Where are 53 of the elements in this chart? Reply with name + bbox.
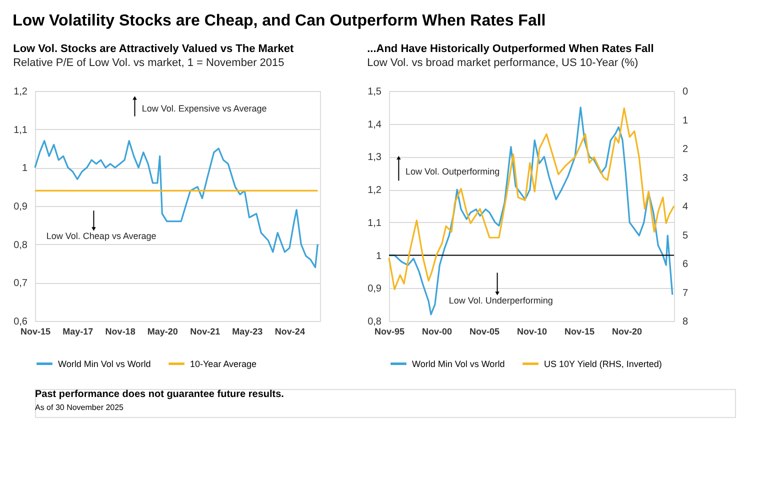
x-tick-label: May-20 [147,326,178,336]
annotation: Low Vol. Outperforming [406,166,500,176]
y-tick-label: 1,5 [368,86,382,98]
y-tick-label: 0,6 [14,316,28,328]
y-tick-label: 0,8 [14,240,28,251]
y-tick-label: 0,9 [14,202,28,212]
y2-tick-label: 4 [682,202,688,212]
x-tick-label: Nov-24 [274,326,305,336]
annotation: Low Vol. Cheap vs Average [46,230,156,241]
y2-tick-label: 8 [682,316,688,328]
legend-label: US 10Y Yield (RHS, Inverted) [544,358,662,369]
y-tick-label: 1,3 [368,152,382,164]
x-tick-label: Nov-15 [20,326,51,336]
text: Low Volatility Stocks are Cheap, and Can Outperform When Rates Fall [12,12,546,30]
y-tick-label: 0,8 [368,316,382,328]
y2-tick-label: 5 [682,230,688,242]
x-tick-label: Nov-20 [612,326,642,336]
y2-tick-label: 2 [682,144,688,155]
y-tick-label: 1 [22,163,28,174]
y-tick-label: 0,9 [368,284,382,295]
y-tick-label: 1,2 [368,185,382,196]
y2-tick-label: 3 [682,172,688,184]
x-tick-label: Nov-05 [470,326,500,336]
y2-tick-label: 6 [682,259,688,270]
y2-tick-label: 1 [682,115,688,126]
annotation: Low Vol. Underperforming [448,295,553,306]
legend-label: World Min Vol vs World [412,358,505,369]
legend-label: 10-Year Average [190,358,257,369]
y-tick-label: 1,1 [14,124,28,136]
legend-label: World Min Vol vs World [58,358,151,369]
y2-tick-label: 0 [682,86,688,98]
text: Past performance does not guarantee future results. [35,389,284,400]
x-tick-label: May-23 [232,326,263,336]
annotation: Low Vol. Expensive vs Average [142,103,267,114]
y-tick-label: 0,7 [14,278,28,290]
x-tick-label: Nov-10 [516,326,548,336]
y2-tick-label: 7 [682,288,688,299]
chart-title: Low Vol. Stocks are Attractively Valued vs The Market [13,43,294,55]
y-tick-label: 1 [376,250,382,262]
x-tick-label: Nov-00 [422,326,452,336]
chart-subtitle: Relative P/E of Low Vol. vs market, 1 = November 2015 [13,57,284,69]
x-tick-label: Nov-95 [374,326,405,336]
x-tick-label: Nov-18 [105,326,136,336]
x-tick-label: Nov-21 [190,326,220,336]
line-series [34,140,318,268]
x-tick-label: May-17 [62,326,94,336]
y-tick-label: 1,1 [368,218,382,229]
chart-title: ...And Have Historically Outperformed When Rates Fall [367,43,654,55]
text: As of 30 November 2025 [35,403,124,412]
y-tick-label: 1,4 [368,119,382,130]
chart-subtitle: Low Vol. vs broad market performance, US 10-Year (%) [367,57,638,69]
x-tick-label: Nov-15 [564,326,594,336]
y-tick-label: 1,2 [14,86,28,98]
